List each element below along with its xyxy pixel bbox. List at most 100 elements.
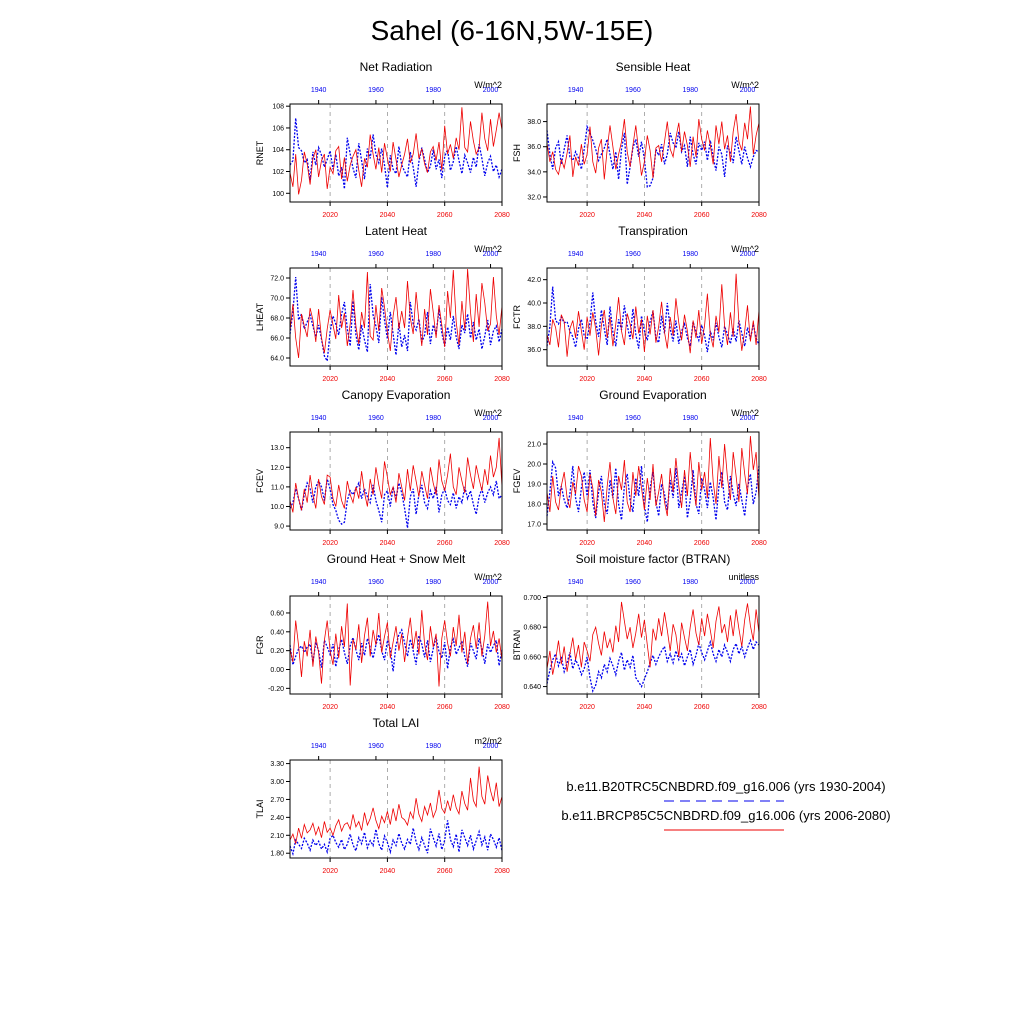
y-tick-label: 3.30 [270,761,284,768]
series-historical-line [546,638,760,693]
panel-sensible-heat: Sensible Heat W/m^2 FSH 32.0 34.0 36.0 38.0 194… [512,60,767,219]
top-x-tick-label: 2000 [483,743,499,750]
bottom-x-tick-label: 2020 [322,376,338,383]
y-tick-label: 32.0 [527,194,541,201]
bottom-x-tick-label: 2020 [322,868,338,875]
y-tick-label: 11.0 [271,484,284,491]
bottom-x-tick-label: 2040 [637,376,653,383]
bottom-x-tick-label: 2020 [322,704,338,711]
panel-total-lai: Total LAI m2/m2 TLAI 1.80 2.10 2.40 2.70 3.00 3.… [255,716,510,875]
top-x-tick-label: 1960 [368,579,384,586]
top-x-tick-label: 1960 [625,415,641,422]
units-label: W/m^2 [731,80,759,90]
y-tick-label: 2.10 [270,833,284,840]
plot-frame [546,267,760,367]
units-label: W/m^2 [731,408,759,418]
top-x-tick-label: 1980 [425,251,441,258]
panel-latent-heat: Latent Heat W/m^2 LHEAT 64.0 66.0 68.0 70.0 72.… [255,224,510,383]
bottom-x-tick-label: 2080 [751,376,767,383]
y-tick-label: 104 [272,147,284,154]
y-tick-label: 0.60 [270,610,284,617]
series-future-line [546,273,760,357]
panel-title: Total LAI [373,716,420,730]
top-x-tick-label: 1940 [568,251,584,258]
bottom-x-tick-label: 2020 [322,540,338,547]
panel-net-radiation: Net Radiation W/m^2 RNET 100 102 104 106 108 194… [255,60,510,219]
top-x-tick-label: 2000 [483,87,499,94]
y-tick-label: 36.0 [527,144,541,151]
series-future-line [289,601,503,687]
units-label: m2/m2 [474,736,502,746]
top-x-tick-label: 1960 [368,743,384,750]
series-historical-line [289,478,503,529]
units-label: W/m^2 [474,572,502,582]
panel-canopy-evaporation: Canopy Evaporation W/m^2 FCEV 9.0 10.0 11.0 12… [255,388,510,547]
y-axis-label: FCEV [255,469,265,493]
top-x-tick-label: 1980 [425,743,441,750]
series-future-line [289,437,503,513]
bottom-x-tick-label: 2080 [494,540,510,547]
bottom-x-tick-label: 2040 [380,540,396,547]
units-label: W/m^2 [474,80,502,90]
y-tick-label: 2.70 [270,797,284,804]
bottom-x-tick-label: 2040 [637,540,653,547]
top-x-tick-label: 1940 [311,87,327,94]
y-axis-label: FSH [512,144,522,162]
panel-title: Soil moisture factor (BTRAN) [576,552,731,566]
y-tick-label: 20.0 [527,462,541,469]
top-x-tick-label: 1940 [311,743,327,750]
bottom-x-tick-label: 2040 [380,868,396,875]
top-x-tick-label: 1980 [682,415,698,422]
bottom-x-tick-label: 2060 [437,540,453,547]
top-x-tick-label: 2000 [483,251,499,258]
y-axis-label: RNET [255,140,265,165]
bottom-x-tick-label: 2080 [751,704,767,711]
panel-ground-evaporation: Ground Evaporation W/m^2 FGEV 17.0 18.0 19.0 2… [512,388,767,547]
y-tick-label: 0.00 [270,667,284,674]
series-future-line [546,435,760,523]
panel-ground-heat-snow-melt: Ground Heat + Snow Melt W/m^2 FGR -0.20 0.00… [255,552,510,711]
panel-title: Ground Heat + Snow Melt [327,552,466,566]
top-x-tick-label: 1960 [625,87,641,94]
top-x-tick-label: 1980 [682,579,698,586]
y-tick-label: 36.0 [527,347,541,354]
top-x-tick-label: 1960 [368,415,384,422]
panel-title: Canopy Evaporation [342,388,451,402]
units-label: unitless [728,572,759,582]
y-tick-label: 0.40 [270,629,284,636]
y-tick-label: 42.0 [527,277,541,284]
top-x-tick-label: 2000 [740,251,756,258]
y-tick-label: 66.0 [270,336,284,343]
panel-title: Sensible Heat [616,60,691,74]
top-x-tick-label: 1960 [368,87,384,94]
top-x-tick-label: 1940 [311,251,327,258]
top-x-tick-label: 2000 [483,579,499,586]
y-tick-label: 13.0 [270,445,284,452]
panel-title: Net Radiation [360,60,433,74]
top-x-tick-label: 1940 [311,415,327,422]
bottom-x-tick-label: 2080 [494,212,510,219]
y-tick-label: 18.0 [527,502,541,509]
y-axis-label: FGR [255,635,265,654]
y-tick-label: -0.20 [268,686,284,693]
y-tick-label: 106 [272,125,284,132]
y-axis-label: BTRAN [512,630,522,661]
top-x-tick-label: 1980 [682,87,698,94]
bottom-x-tick-label: 2060 [437,376,453,383]
y-tick-label: 2.40 [270,815,284,822]
y-tick-label: 34.0 [527,169,541,176]
bottom-x-tick-label: 2020 [322,212,338,219]
top-x-tick-label: 2000 [483,415,499,422]
y-tick-label: 1.80 [270,851,284,858]
bottom-x-tick-label: 2020 [579,704,595,711]
units-label: W/m^2 [474,244,502,254]
units-label: W/m^2 [731,244,759,254]
bottom-x-tick-label: 2060 [694,540,710,547]
bottom-x-tick-label: 2080 [494,376,510,383]
y-tick-label: 38.0 [527,324,541,331]
y-tick-label: 0.680 [523,625,541,632]
panel-title: Ground Evaporation [599,388,706,402]
plot-frame [546,595,760,695]
top-x-tick-label: 1940 [568,579,584,586]
